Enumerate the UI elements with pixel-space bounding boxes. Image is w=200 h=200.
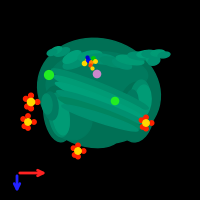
Circle shape	[143, 120, 149, 126]
Ellipse shape	[116, 55, 144, 65]
Circle shape	[22, 124, 27, 128]
Ellipse shape	[88, 54, 116, 64]
Ellipse shape	[52, 69, 148, 109]
Circle shape	[26, 114, 30, 118]
Circle shape	[81, 149, 86, 153]
Ellipse shape	[52, 100, 92, 140]
Ellipse shape	[51, 53, 109, 91]
Circle shape	[71, 146, 76, 150]
Circle shape	[144, 115, 148, 120]
Ellipse shape	[128, 52, 152, 60]
Ellipse shape	[126, 90, 138, 114]
Ellipse shape	[158, 52, 170, 58]
Circle shape	[140, 125, 145, 129]
Ellipse shape	[44, 92, 58, 120]
Ellipse shape	[135, 85, 151, 117]
Ellipse shape	[54, 76, 146, 114]
Ellipse shape	[44, 86, 72, 142]
Circle shape	[75, 148, 81, 154]
Ellipse shape	[53, 99, 69, 135]
Circle shape	[26, 126, 30, 130]
Ellipse shape	[46, 52, 146, 112]
Circle shape	[45, 71, 53, 79]
Circle shape	[111, 97, 119, 105]
Ellipse shape	[52, 108, 120, 148]
Ellipse shape	[142, 50, 158, 58]
Ellipse shape	[49, 93, 69, 137]
Ellipse shape	[137, 50, 157, 58]
Ellipse shape	[113, 59, 131, 69]
Ellipse shape	[118, 82, 154, 142]
Ellipse shape	[78, 51, 102, 61]
Ellipse shape	[47, 49, 57, 56]
Ellipse shape	[63, 53, 91, 69]
Ellipse shape	[42, 94, 52, 114]
Ellipse shape	[148, 57, 160, 65]
Ellipse shape	[57, 91, 143, 123]
Circle shape	[144, 126, 148, 131]
Ellipse shape	[146, 53, 158, 63]
Circle shape	[76, 143, 80, 148]
Circle shape	[25, 104, 30, 109]
Circle shape	[23, 96, 28, 101]
Circle shape	[72, 153, 77, 157]
Ellipse shape	[100, 57, 124, 67]
Ellipse shape	[62, 105, 138, 131]
Ellipse shape	[54, 48, 70, 56]
Circle shape	[25, 119, 31, 125]
Circle shape	[76, 154, 80, 159]
Ellipse shape	[59, 97, 141, 129]
Circle shape	[27, 98, 35, 106]
Ellipse shape	[55, 82, 145, 120]
Circle shape	[139, 118, 144, 122]
Ellipse shape	[151, 50, 165, 56]
Ellipse shape	[63, 51, 81, 63]
Circle shape	[149, 121, 154, 125]
Circle shape	[35, 100, 40, 104]
Circle shape	[29, 106, 33, 111]
Circle shape	[21, 117, 25, 121]
Ellipse shape	[92, 57, 148, 87]
Ellipse shape	[38, 38, 160, 144]
Circle shape	[29, 93, 33, 98]
Circle shape	[93, 70, 101, 78]
Ellipse shape	[50, 47, 62, 54]
Ellipse shape	[130, 80, 150, 120]
Circle shape	[32, 120, 36, 124]
